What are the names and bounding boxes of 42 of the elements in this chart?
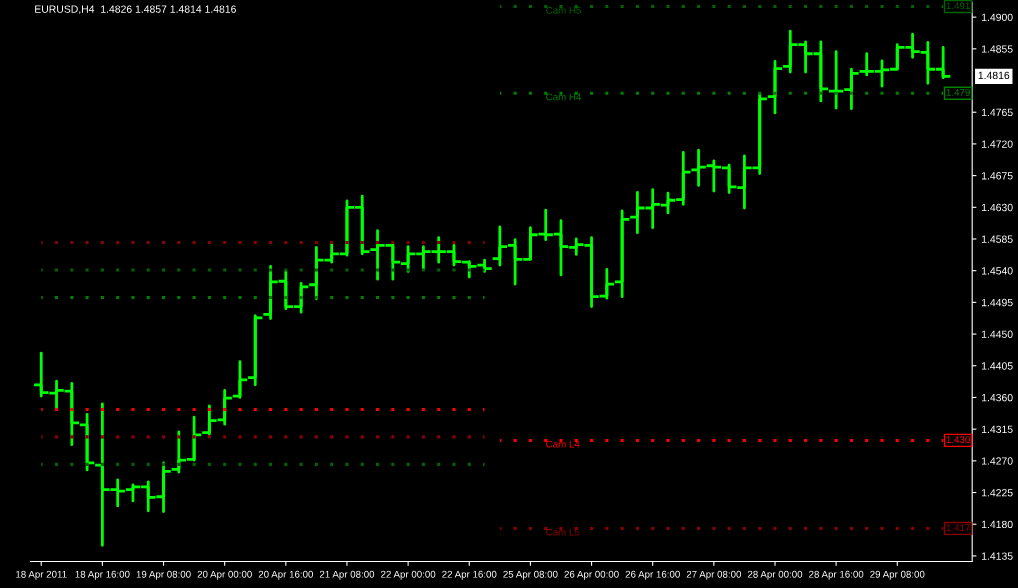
y-tick-label: 1.4495 [982,298,1013,307]
series-label: Cam L4 [546,440,580,448]
y-tick-label: 1.4225 [982,489,1013,497]
y-tick-label: 1.4900 [982,13,1013,22]
x-tick-label: 26 Apr 16:00 [625,570,680,580]
text: 1.4816 [978,71,1010,80]
y-tick-label: 1.4765 [982,108,1013,117]
y-tick-label: 1.4585 [982,235,1013,243]
data-label: 1.491 [946,2,970,10]
x-tick-label: 27 Apr 08:00 [686,570,742,580]
x-tick-label: 22 Apr 00:00 [381,570,436,580]
series-label: Cam H5 [546,6,581,14]
x-tick-label: 25 Apr 08:00 [503,570,558,580]
x-tick-label: 20 Apr 16:00 [258,570,314,580]
candlestick [79,412,95,472]
y-tick-label: 1.4630 [982,203,1013,212]
x-tick-label: 26 Apr 00:00 [564,570,619,580]
chart-title: EURUSD,H4 1.4826 1.4857 1.4814 1.4816 [35,5,236,15]
series-label: Cam H4 [546,93,582,101]
y-tick-label: 1.4450 [982,330,1013,338]
data-label: 1.417 [946,524,970,531]
y-tick-label: 1.4180 [982,520,1013,529]
y-tick-label: 1.4360 [982,393,1013,402]
x-tick-label: 29 Apr 08:00 [870,570,925,580]
y-tick-label: 1.4540 [982,267,1013,275]
x-tick-label: 18 Apr 2011 [16,570,67,580]
y-tick-label: 1.4675 [982,172,1013,180]
data-label: 1.430 [946,436,970,444]
data-label: 1.479 [946,88,970,96]
x-tick-label: 21 Apr 08:00 [319,570,375,580]
x-tick-label: 19 Apr 08:00 [136,570,191,580]
x-tick-label: 28 Apr 00:00 [747,570,803,580]
y-tick-label: 1.4405 [982,362,1013,370]
x-tick-label: 28 Apr 16:00 [809,570,864,580]
x-tick-label: 22 Apr 16:00 [442,570,497,580]
x-tick-label: 20 Apr 00:00 [197,570,252,580]
y-tick-label: 1.4315 [982,425,1013,434]
y-tick-label: 1.4135 [982,552,1013,560]
y-tick-label: 1.4270 [982,457,1013,465]
x-tick-label: 18 Apr 16:00 [75,570,130,580]
y-tick-label: 1.4855 [982,45,1013,53]
y-tick-label: 1.4720 [982,140,1013,148]
